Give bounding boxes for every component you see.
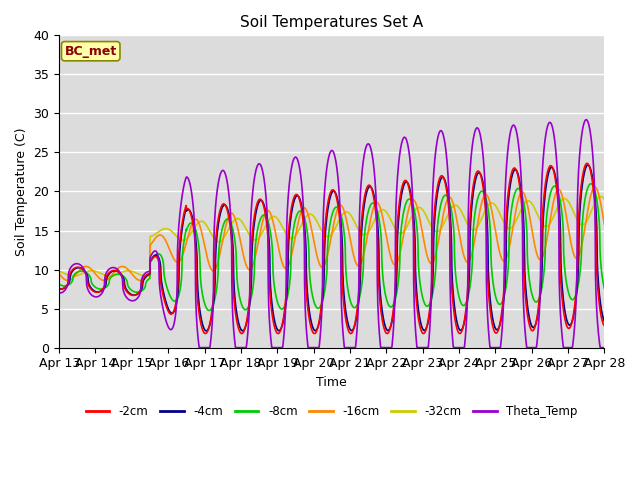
-2cm xyxy=(568,321,575,327)
Theta_Temp xyxy=(55,290,63,296)
-4cm xyxy=(568,320,575,326)
-2cm xyxy=(207,314,215,320)
X-axis label: Time: Time xyxy=(316,376,347,389)
-32cm xyxy=(360,232,367,238)
-8cm xyxy=(490,287,498,293)
-16cm xyxy=(552,189,560,194)
-2cm xyxy=(600,323,608,329)
Theta_Temp xyxy=(568,345,575,350)
-4cm xyxy=(348,328,355,334)
Theta_Temp xyxy=(600,345,608,350)
-32cm xyxy=(600,196,608,202)
-4cm xyxy=(490,323,498,328)
-8cm xyxy=(600,285,608,291)
Theta_Temp xyxy=(490,345,498,350)
-32cm xyxy=(568,204,575,210)
-4cm xyxy=(55,286,63,291)
-4cm xyxy=(360,208,367,214)
-32cm xyxy=(490,201,498,207)
-4cm xyxy=(600,318,608,324)
-16cm xyxy=(207,267,215,273)
-8cm xyxy=(205,308,213,313)
-16cm xyxy=(600,221,608,227)
-8cm xyxy=(587,181,595,187)
Line: -2cm: -2cm xyxy=(59,163,604,334)
Y-axis label: Soil Temperature (C): Soil Temperature (C) xyxy=(15,127,28,256)
Line: -16cm: -16cm xyxy=(59,187,604,280)
-4cm xyxy=(552,178,560,184)
-32cm xyxy=(597,193,605,199)
-2cm xyxy=(490,328,498,334)
Theta_Temp xyxy=(360,157,367,163)
-4cm xyxy=(207,315,215,321)
-32cm xyxy=(55,268,63,274)
-2cm xyxy=(583,160,591,166)
-2cm xyxy=(55,286,63,292)
Title: Soil Temperatures Set A: Soil Temperatures Set A xyxy=(240,15,423,30)
-8cm xyxy=(55,281,63,287)
-16cm xyxy=(568,243,575,249)
-16cm xyxy=(348,243,355,249)
Legend: -2cm, -4cm, -8cm, -16cm, -32cm, Theta_Temp: -2cm, -4cm, -8cm, -16cm, -32cm, Theta_Te… xyxy=(81,400,582,423)
-2cm xyxy=(360,201,367,206)
Theta_Temp xyxy=(552,154,560,160)
Theta_Temp xyxy=(348,345,355,350)
-16cm xyxy=(591,184,599,190)
Theta_Temp xyxy=(582,117,590,122)
-16cm xyxy=(55,271,63,277)
-16cm xyxy=(136,277,144,283)
-8cm xyxy=(360,263,367,268)
-8cm xyxy=(568,296,575,302)
Line: -4cm: -4cm xyxy=(59,165,604,331)
-8cm xyxy=(348,301,355,307)
-32cm xyxy=(207,231,215,237)
-32cm xyxy=(552,207,560,213)
-4cm xyxy=(202,328,210,334)
-32cm xyxy=(143,273,150,279)
-4cm xyxy=(584,162,592,168)
Text: BC_met: BC_met xyxy=(65,45,117,58)
-2cm xyxy=(348,330,355,336)
-16cm xyxy=(360,252,367,258)
-2cm xyxy=(552,183,560,189)
-16cm xyxy=(490,221,498,227)
-32cm xyxy=(348,214,355,219)
Line: -8cm: -8cm xyxy=(59,184,604,311)
Line: -32cm: -32cm xyxy=(59,196,604,276)
Line: Theta_Temp: Theta_Temp xyxy=(59,120,604,348)
-2cm xyxy=(310,331,318,336)
-8cm xyxy=(552,185,560,191)
Theta_Temp xyxy=(195,345,203,350)
Theta_Temp xyxy=(207,331,215,336)
-8cm xyxy=(207,306,215,312)
